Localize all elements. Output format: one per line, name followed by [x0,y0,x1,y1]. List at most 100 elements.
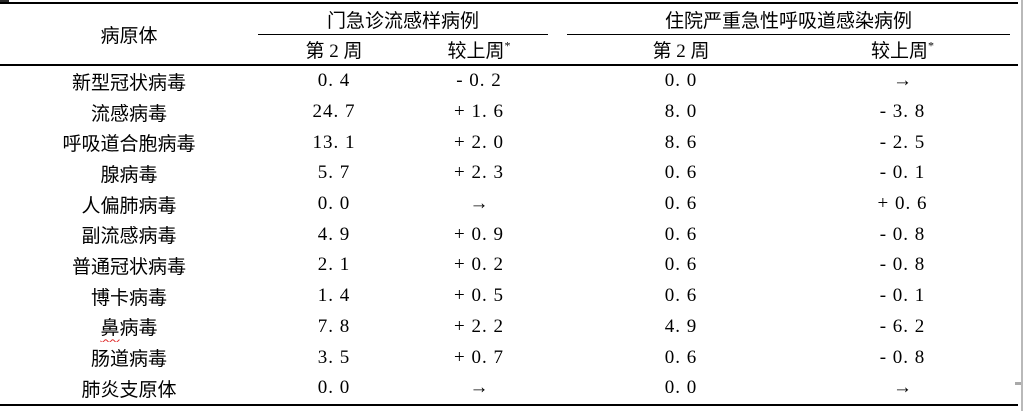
pathogen-name-cell: 副流感病毒 [81,226,177,248]
ili-change-cell: → [469,193,489,215]
pathogen-surveillance-table: 病原体 门急诊流感样病例 住院严重急性呼吸道感染病例 第 2 周 较上周* 第 … [0,2,1019,406]
pathogen-name-cell: 呼吸道合胞病毒 [62,134,196,156]
sari-change-cell: → [893,377,913,399]
sari-week2-cell: 8. 0 [664,101,698,123]
gap-cell [1010,219,1018,250]
gap-cell [1010,127,1018,158]
gap-cell [548,219,567,250]
gap-cell [1010,65,1018,97]
gap-cell [548,250,567,281]
group-header-row: 病原体 门急诊流感样病例 住院严重急性呼吸道感染病例 [0,3,1018,66]
table-row: 腺病毒 5. 7 + 2. 3 0. 6 - 0. 1 [0,158,1018,189]
table-row: 新型冠状病毒 0. 4 - 0. 2 0. 0 → [0,65,1018,97]
sari-week2-cell: 0. 0 [664,377,698,399]
ili-week2-cell: 13. 1 [312,131,356,153]
ili-week2-cell: 1. 4 [317,285,351,307]
spellcheck-underlined-text: 鼻 [100,318,120,340]
sari-change-cell: - 0. 8 [879,254,926,276]
ili-change-cell: - 0. 2 [456,70,502,92]
ili-week2-cell: 0. 4 [317,70,351,92]
pathogen-name-cell: 流感病毒 [90,103,167,125]
ili-week2-cell: 7. 8 [317,315,351,337]
sari-week2-cell: 0. 6 [664,223,698,245]
gap-cell [548,158,567,189]
gap-cell [1010,97,1018,128]
group-header-ili: 门急诊流感样病例 [258,3,549,35]
gap-cell [1010,342,1018,373]
sari-week2-cell: 0. 6 [664,162,698,184]
gap-cell [548,281,567,312]
table-row: 副流感病毒 4. 9 + 0. 9 0. 6 - 0. 8 [0,219,1018,250]
ili-change-cell: + 2. 3 [454,162,504,184]
gap-cell [1010,281,1018,312]
sari-change-cell: - 3. 8 [879,101,926,123]
ili-week2-cell: 3. 5 [317,346,351,368]
ili-week2-cell: 5. 7 [317,162,351,184]
ili-change-cell: + 1. 6 [454,101,504,123]
subheader-ili-change-label: 较上周 [447,41,505,62]
sari-week2-cell: 0. 6 [664,254,698,276]
sari-change-cell: - 0. 8 [879,223,926,245]
table-row: 肺炎支原体 0. 0 → 0. 0 → [0,373,1018,405]
pathogen-name-cell: 肠道病毒 [90,349,167,371]
sari-week2-cell: 0. 6 [664,285,698,307]
sari-week2-cell: 0. 6 [664,346,698,368]
gap-cell [548,312,567,343]
gap-cell [548,189,567,220]
pathogen-name-cell: 人偏肺病毒 [81,195,177,217]
gap-cell [548,342,567,373]
ili-change-cell: → [469,377,489,399]
edge-artifact [1015,382,1021,385]
table-row: 肠道病毒 3. 5 + 0. 7 0. 6 - 0. 8 [0,342,1018,373]
footnote-asterisk: * [928,38,935,53]
sari-change-cell: - 6. 2 [879,315,926,337]
subheader-ili-change: 较上周* [410,34,549,66]
table-row: 博卡病毒 1. 4 + 0. 5 0. 6 - 0. 1 [0,281,1018,312]
pathogen-name-cell: 新型冠状病毒 [71,72,186,94]
subheader-row: 第 2 周 较上周* 第 2 周 较上周* [0,34,1019,66]
gap-cell [548,127,567,158]
gap-cell [548,97,567,128]
sari-change-cell: - 0. 8 [879,346,926,368]
ili-change-cell: + 2. 2 [454,315,504,337]
pathogen-name-cell: 肺炎支原体 [81,379,177,401]
right-margin-gap [1010,34,1019,66]
sari-week2-cell: 0. 6 [664,193,698,215]
ili-change-cell: + 0. 2 [454,254,504,276]
sari-week2-cell: 0. 0 [664,70,698,92]
table-row: 流感病毒 24. 7 + 1. 6 8. 0 - 3. 8 [0,97,1018,128]
table-row: 人偏肺病毒 0. 0 → 0. 6 + 0. 6 [0,189,1018,220]
pathogen-column-header: 病原体 [0,3,258,66]
group-gap [548,3,567,35]
sari-change-cell: - 0. 1 [879,285,926,307]
group-gap [548,34,568,66]
ili-week2-cell: 24. 7 [312,101,356,123]
table-body: 新型冠状病毒 0. 4 - 0. 2 0. 0 → 流感病毒 24. 7 + 1. 6 8. 0… [0,65,1018,405]
ili-change-cell: + 0. 9 [454,223,504,245]
gap-cell [548,373,567,405]
gap-cell [1010,158,1018,189]
sari-change-cell: + 0. 6 [877,193,928,215]
footnote-asterisk: * [504,38,511,53]
pathogen-name-cell: 博卡病毒 [90,287,167,309]
ili-change-cell: + 2. 0 [454,131,504,153]
gap-cell [1010,250,1018,281]
gap-cell [1010,189,1018,220]
sari-change-cell: - 2. 5 [879,131,926,153]
right-margin-gap [1010,3,1018,35]
ili-week2-cell: 4. 9 [317,223,351,245]
gap-cell [1010,373,1018,405]
group-header-sari: 住院严重急性呼吸道感染病例 [567,3,1011,35]
ili-week2-cell: 0. 0 [317,193,351,215]
gap-cell [1010,312,1018,343]
subheader-sari-week2: 第 2 周 [567,34,796,66]
ili-change-cell: + 0. 7 [454,346,504,368]
sari-week2-cell: 4. 9 [664,315,698,337]
ili-week2-cell: 0. 0 [317,377,351,399]
table-row: 鼻病毒 7. 8 + 2. 2 4. 9 - 6. 2 [0,312,1018,343]
pathogen-name-cell: 普通冠状病毒 [71,256,186,278]
table-row: 呼吸道合胞病毒 13. 1 + 2. 0 8. 6 - 2. 5 [0,127,1018,158]
ili-week2-cell: 2. 1 [317,254,351,276]
subheader-ili-week2: 第 2 周 [258,34,410,66]
